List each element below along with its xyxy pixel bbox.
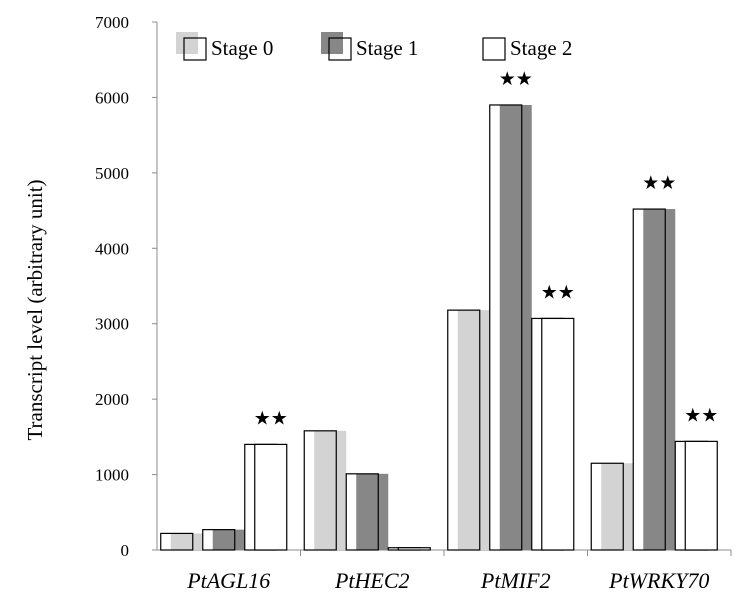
bar — [541, 317, 575, 551]
bar — [345, 473, 379, 551]
x-tick-label: PtMIF2 — [480, 568, 551, 593]
legend-swatch-fill — [176, 32, 198, 54]
bar-fill — [499, 104, 532, 550]
legend-swatch — [328, 37, 352, 61]
y-tick-label: 1000 — [95, 466, 129, 485]
significance-stars: ★★ — [499, 68, 533, 90]
legend-swatch — [183, 37, 207, 61]
y-axis-title-group: Transcript level (arbitrary unit) — [23, 179, 47, 440]
significance-stars: ★★ — [254, 407, 288, 429]
x-tick-label: PtAGL16 — [186, 568, 270, 593]
y-tick-label: 5000 — [95, 164, 129, 183]
legend: Stage 0 Stage 1 Stage 2 — [176, 32, 572, 61]
bar-fill — [601, 463, 634, 550]
significance-stars: ★★ — [541, 281, 575, 303]
bar — [590, 462, 624, 551]
axes: 0 1000 2000 3000 4000 5000 6000 7000 PtAGL16 PtHE… — [95, 13, 732, 593]
bar — [160, 532, 194, 551]
legend-label: Stage 0 — [211, 36, 273, 60]
bar — [303, 430, 337, 551]
significance-stars: ★★ — [684, 404, 718, 426]
x-tick-label: PtWRKY70 — [608, 568, 709, 593]
x-tick-label: PtHEC2 — [334, 568, 410, 593]
bar — [489, 104, 523, 551]
y-tick-label: 6000 — [95, 88, 129, 107]
significance-markers: ★★ ★★ ★★ ★★ ★★ — [254, 68, 719, 429]
y-tick-label: 7000 — [95, 13, 129, 32]
bar-fill — [170, 533, 203, 550]
y-tick-label: 2000 — [95, 390, 129, 409]
significance-stars: ★★ — [642, 172, 676, 194]
legend-label: Stage 2 — [510, 36, 572, 60]
legend-swatch — [482, 37, 506, 61]
bars — [160, 104, 718, 551]
bar-fill — [457, 310, 490, 550]
bar-fill — [314, 430, 347, 550]
bar-fill — [212, 529, 245, 550]
bar — [447, 309, 481, 551]
bar-fill — [356, 473, 389, 550]
bar-fill — [643, 209, 676, 550]
y-tick-label: 0 — [121, 541, 130, 560]
bar — [684, 440, 718, 551]
y-axis-title: Transcript level (arbitrary unit) — [23, 179, 47, 440]
y-tick-label: 3000 — [95, 315, 129, 334]
bar — [254, 443, 288, 551]
legend-label: Stage 1 — [356, 36, 418, 60]
bar — [202, 529, 236, 551]
legend-swatch-fill — [321, 32, 343, 54]
bar — [397, 547, 431, 551]
bar — [632, 208, 666, 551]
y-tick-label: 4000 — [95, 239, 129, 258]
